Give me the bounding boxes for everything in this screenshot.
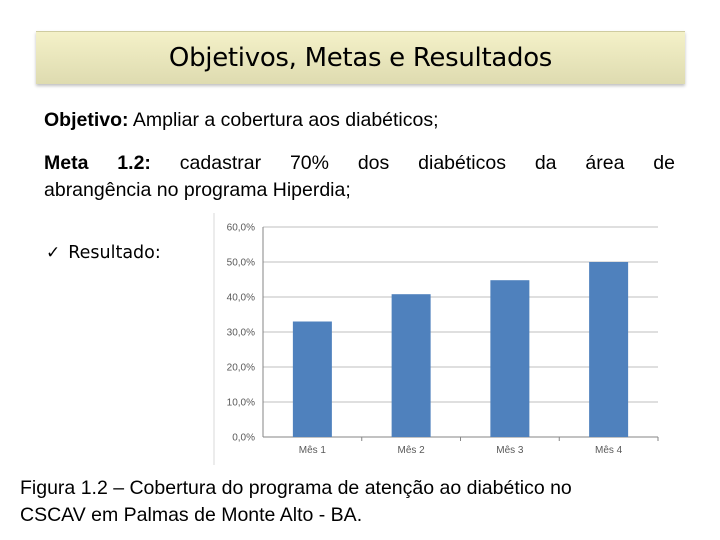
y-tick-label: 40,0% (227, 293, 255, 304)
checkmark-icon: ✓ (46, 242, 61, 263)
x-tick-label: Mês 3 (496, 445, 524, 456)
goal-line-1: Meta 1.2: cadastrar 70% dos diabéticos d… (44, 150, 675, 176)
caption-line-2: CSCAV em Palmas de Monte Alto - BA. (20, 504, 363, 526)
y-tick-label: 10,0% (227, 398, 255, 409)
y-tick-label: 30,0% (227, 328, 255, 339)
y-tick-label: 60,0% (227, 223, 255, 234)
bar (292, 321, 332, 437)
goal-text-line1: cadastrar 70% dos diabéticos da área de (179, 152, 675, 174)
y-tick-label: 50,0% (227, 258, 255, 269)
objective-line: Objetivo: Ampliar a cobertura aos diabét… (44, 107, 439, 133)
x-tick-label: Mês 2 (398, 445, 426, 456)
title-bar: Objetivos, Metas e Resultados (36, 31, 685, 84)
slide-title: Objetivos, Metas e Resultados (168, 43, 553, 73)
caption-line-1: Figura 1.2 – Cobertura do programa de at… (20, 477, 572, 499)
bar (391, 294, 431, 437)
result-label: Resultado: (68, 243, 161, 263)
x-tick-label: Mês 4 (595, 445, 623, 456)
goal-text-line2: abrangência no programa Hiperdia; (44, 179, 351, 201)
goal-label: Meta 1.2: (44, 152, 151, 174)
objective-label: Objetivo: (44, 109, 129, 131)
objective-text: Ampliar a cobertura aos diabéticos; (132, 109, 439, 131)
goal-line-2: abrangência no programa Hiperdia; (44, 177, 351, 203)
bar-chart-svg: 0,0% 10,0% 20,0% 30,0% 40,0% 50,0% 60,0% Mês 1 M… (213, 213, 659, 465)
x-tick-label: Mês 1 (299, 445, 327, 456)
coverage-chart: 0,0% 10,0% 20,0% 30,0% 40,0% 50,0% 60,0% Mês 1 M… (213, 213, 673, 465)
y-tick-label: 20,0% (227, 363, 255, 374)
bar (490, 280, 530, 437)
result-line: ✓ Resultado: (46, 243, 161, 263)
y-tick-label: 0,0% (232, 433, 255, 444)
figure-caption: Figura 1.2 – Cobertura do programa de at… (20, 475, 710, 529)
bar (589, 262, 629, 437)
